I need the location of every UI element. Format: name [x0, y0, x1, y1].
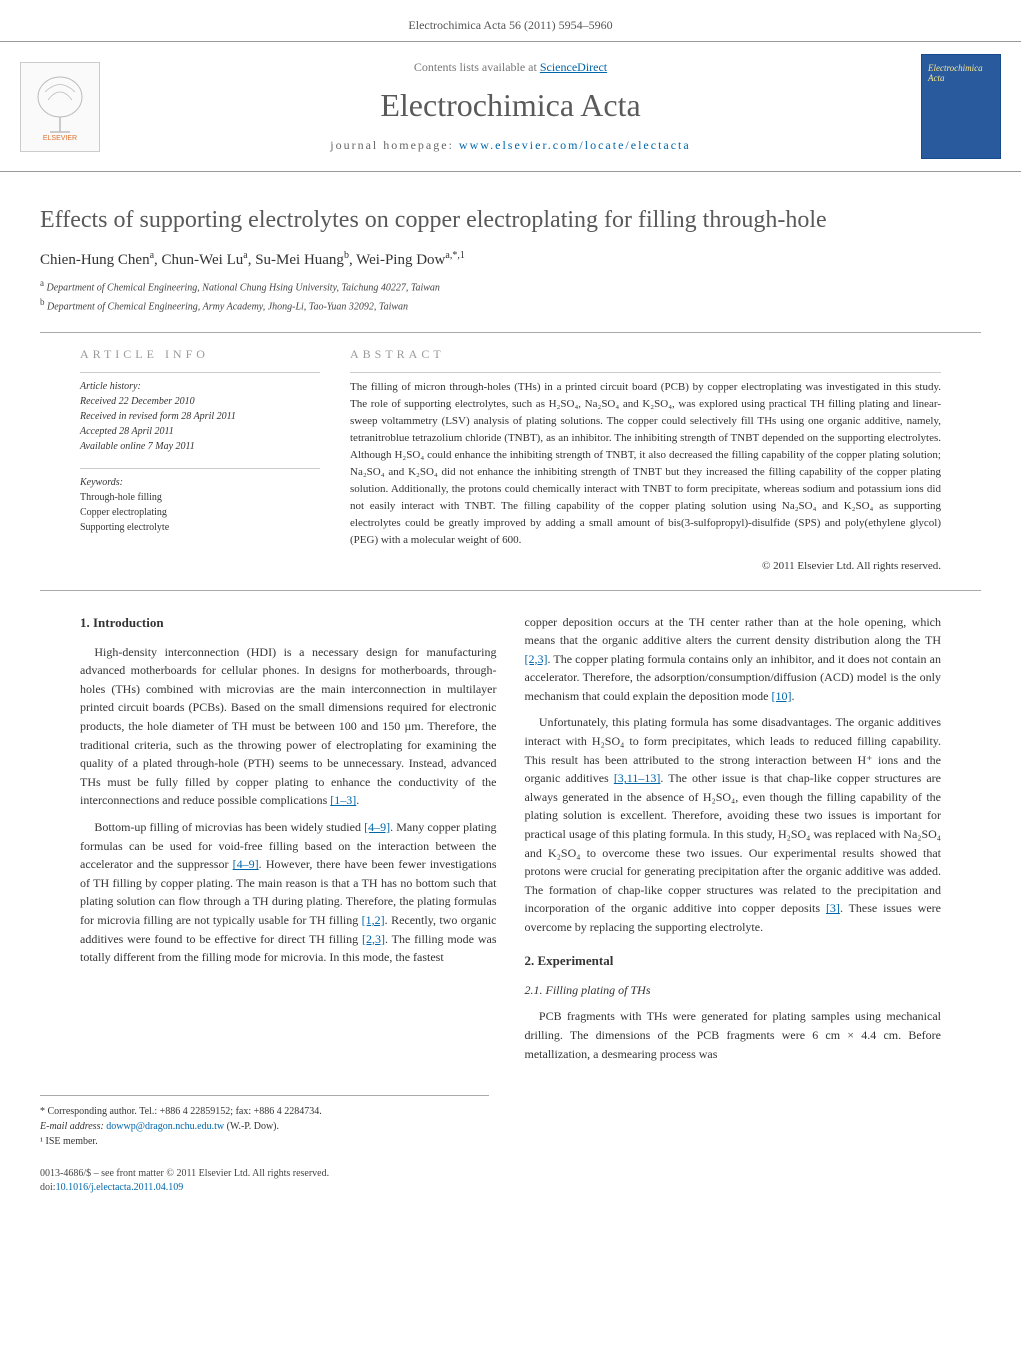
history-line: Received 22 December 2010 [80, 394, 320, 409]
issn-line: 0013-4686/$ – see front matter © 2011 El… [40, 1167, 981, 1181]
running-header: Electrochimica Acta 56 (2011) 5954–5960 [0, 0, 1021, 41]
ref-link[interactable]: [2,3] [362, 932, 385, 946]
citation-text: Electrochimica Acta 56 (2011) 5954–5960 [408, 18, 612, 32]
ref-link[interactable]: [1,2] [362, 913, 385, 927]
abstract-heading: ABSTRACT [350, 347, 941, 362]
article-info: ARTICLE INFO Article history: Received 2… [80, 333, 320, 571]
keywords-label: Keywords: [80, 475, 320, 490]
contents-available-line: Contents lists available at ScienceDirec… [120, 60, 901, 75]
journal-cover-label: Electrochimica Acta [928, 63, 1000, 83]
ref-link[interactable]: [4–9] [233, 857, 259, 871]
sciencedirect-link[interactable]: ScienceDirect [540, 60, 607, 74]
ref-link[interactable]: [1–3] [330, 793, 356, 807]
section-2-1-heading: 2.1. Filling plating of THs [525, 981, 942, 1000]
abstract-block: ABSTRACT The filling of micron through-h… [350, 333, 941, 571]
svg-text:ELSEVIER: ELSEVIER [43, 135, 77, 142]
keyword-line: Through-hole filling [80, 490, 320, 505]
email-link[interactable]: dowwp@dragon.nchu.edu.tw [106, 1121, 224, 1132]
history-line: Received in revised form 28 April 2011 [80, 409, 320, 424]
info-abstract-row: ARTICLE INFO Article history: Received 2… [40, 332, 981, 571]
article-title: Effects of supporting electrolytes on co… [0, 172, 1021, 250]
intro-paragraph-2: Bottom-up filling of microvias has been … [80, 818, 497, 967]
affiliation-line: b Department of Chemical Engineering, Ar… [40, 296, 981, 314]
intro-paragraph-3: Unfortunately, this plating formula has … [525, 713, 942, 936]
history-line: Accepted 28 April 2011 [80, 424, 320, 439]
journal-name: Electrochimica Acta [120, 87, 901, 124]
column-left: 1. Introduction High-density interconnec… [80, 613, 497, 1072]
keyword-line: Copper electroplating [80, 505, 320, 520]
doi-block: 0013-4686/$ – see front matter © 2011 El… [0, 1157, 1021, 1215]
footnotes: * Corresponding author. Tel.: +886 4 228… [40, 1095, 489, 1157]
journal-cover-thumbnail: Electrochimica Acta [921, 54, 1001, 159]
masthead: ELSEVIER Contents lists available at Sci… [0, 41, 1021, 172]
experimental-paragraph-1: PCB fragments with THs were generated fo… [525, 1007, 942, 1063]
intro-paragraph-2-cont: copper deposition occurs at the TH cente… [525, 613, 942, 706]
ref-link[interactable]: [3,11–13] [614, 771, 661, 785]
history-label: Article history: [80, 379, 320, 394]
affiliations: a Department of Chemical Engineering, Na… [0, 277, 1021, 332]
elsevier-logo: ELSEVIER [20, 62, 100, 152]
section-2-heading: 2. Experimental [525, 951, 942, 971]
keyword-line: Supporting electrolyte [80, 520, 320, 535]
journal-homepage-link[interactable]: www.elsevier.com/locate/electacta [459, 138, 691, 152]
abstract-text: The filling of micron through-holes (THs… [350, 372, 941, 549]
email-line: E-mail address: dowwp@dragon.nchu.edu.tw… [40, 1119, 489, 1134]
elsevier-tree-icon: ELSEVIER [30, 72, 90, 142]
ref-link[interactable]: [10] [771, 689, 791, 703]
body-columns: 1. Introduction High-density interconnec… [40, 590, 981, 1072]
history-line: Available online 7 May 2011 [80, 439, 320, 454]
keywords-block: Keywords: Through-hole fillingCopper ele… [80, 468, 320, 535]
doi-link[interactable]: 10.1016/j.electacta.2011.04.109 [56, 1182, 184, 1193]
corresponding-author-note: * Corresponding author. Tel.: +886 4 228… [40, 1104, 489, 1119]
intro-paragraph-1: High-density interconnection (HDI) is a … [80, 643, 497, 810]
ref-link[interactable]: [3] [826, 901, 840, 915]
abstract-copyright: © 2011 Elsevier Ltd. All rights reserved… [350, 560, 941, 572]
ref-link[interactable]: [2,3] [525, 652, 548, 666]
affiliation-line: a Department of Chemical Engineering, Na… [40, 277, 981, 295]
ref-link[interactable]: [4–9] [364, 820, 390, 834]
masthead-center: Contents lists available at ScienceDirec… [120, 60, 901, 153]
column-right: copper deposition occurs at the TH cente… [525, 613, 942, 1072]
doi-line: doi:10.1016/j.electacta.2011.04.109 [40, 1181, 981, 1195]
section-1-heading: 1. Introduction [80, 613, 497, 633]
ise-member-note: ¹ ISE member. [40, 1134, 489, 1149]
authors-line: Chien-Hung Chena, Chun-Wei Lua, Su-Mei H… [0, 250, 1021, 277]
article-history: Article history: Received 22 December 20… [80, 372, 320, 454]
article-info-heading: ARTICLE INFO [80, 347, 320, 362]
journal-homepage: journal homepage: www.elsevier.com/locat… [120, 138, 901, 153]
